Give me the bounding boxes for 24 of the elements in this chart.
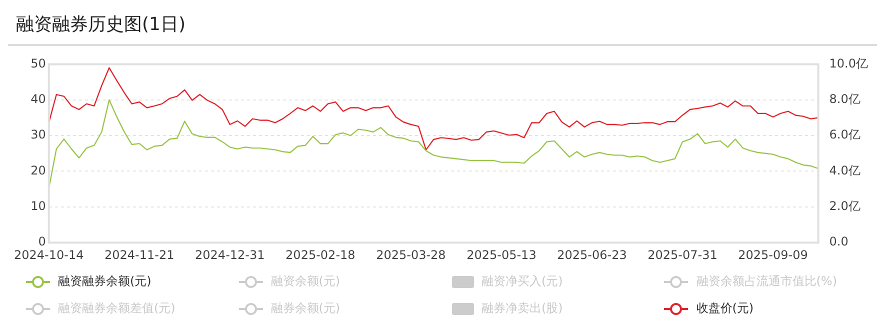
y-tick-label: 20 [30, 163, 46, 178]
y2-tick-label: 6.0亿 [829, 128, 860, 142]
y-tick-label: 10 [30, 199, 46, 214]
y-tick-label: 30 [30, 128, 46, 142]
x-tick-label: 2024-12-31 [195, 248, 265, 262]
x-tick-label: 2024-11-21 [104, 248, 174, 262]
x-tick-label: 2025-05-13 [466, 248, 536, 262]
y-tick-label: 0 [38, 234, 46, 249]
x-tick-label: 2025-09-09 [738, 248, 808, 262]
y2-tick-label: 10.0亿 [829, 56, 868, 70]
x-tick-label: 2025-02-18 [286, 248, 356, 262]
y2-tick-label: 4.0亿 [829, 163, 860, 178]
chart-title: 融资融券历史图(1日) [8, 8, 877, 46]
x-tick-label: 2025-03-28 [376, 248, 446, 262]
y-tick-label: 50 [30, 56, 46, 70]
y2-tick-label: 8.0亿 [829, 92, 860, 106]
legend-label: 融资融券余额(元) [58, 273, 152, 290]
legend-label: 收盘价(元) [696, 300, 754, 317]
y-tick-label: 40 [30, 92, 46, 106]
x-tick-label: 2025-07-31 [648, 248, 718, 262]
x-tick-label: 2025-06-23 [557, 248, 627, 262]
x-tick-label: 2024-10-14 [14, 248, 84, 262]
y2-tick-label: 0.0 [829, 234, 848, 249]
y2-tick-label: 2.0亿 [829, 199, 860, 214]
